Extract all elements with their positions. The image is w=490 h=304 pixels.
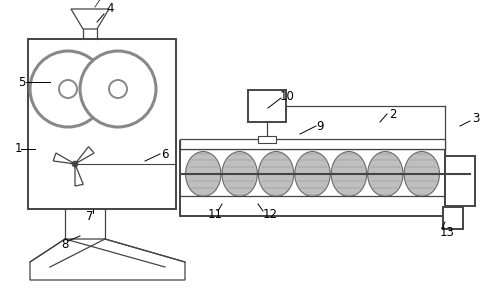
- Ellipse shape: [404, 151, 440, 196]
- Text: 3: 3: [472, 112, 480, 126]
- Bar: [248, 90, 286, 122]
- Text: 7: 7: [86, 209, 94, 223]
- Circle shape: [30, 51, 106, 127]
- Ellipse shape: [186, 151, 221, 196]
- Bar: [180, 139, 445, 149]
- Text: 2: 2: [389, 108, 397, 120]
- Polygon shape: [71, 9, 109, 29]
- Text: 12: 12: [263, 208, 277, 220]
- Bar: [180, 141, 445, 216]
- Text: 6: 6: [161, 147, 169, 161]
- Text: 10: 10: [280, 89, 294, 102]
- Circle shape: [109, 80, 127, 98]
- Ellipse shape: [368, 151, 403, 196]
- Text: 1: 1: [14, 143, 22, 156]
- Polygon shape: [53, 153, 75, 164]
- Bar: [445, 156, 475, 206]
- Polygon shape: [30, 239, 185, 280]
- Circle shape: [72, 161, 78, 167]
- Circle shape: [80, 51, 156, 127]
- Ellipse shape: [295, 151, 330, 196]
- Ellipse shape: [258, 151, 294, 196]
- Text: 8: 8: [61, 237, 69, 250]
- Text: 5: 5: [18, 75, 25, 88]
- Ellipse shape: [222, 151, 257, 196]
- Text: 9: 9: [316, 119, 324, 133]
- Text: 4: 4: [106, 2, 114, 16]
- Text: 13: 13: [440, 226, 454, 239]
- Bar: [258, 136, 276, 143]
- Text: 11: 11: [207, 208, 222, 220]
- Bar: [28, 39, 176, 209]
- Bar: [443, 207, 463, 229]
- Polygon shape: [75, 164, 83, 186]
- Polygon shape: [75, 147, 94, 164]
- Circle shape: [59, 80, 77, 98]
- Ellipse shape: [331, 151, 367, 196]
